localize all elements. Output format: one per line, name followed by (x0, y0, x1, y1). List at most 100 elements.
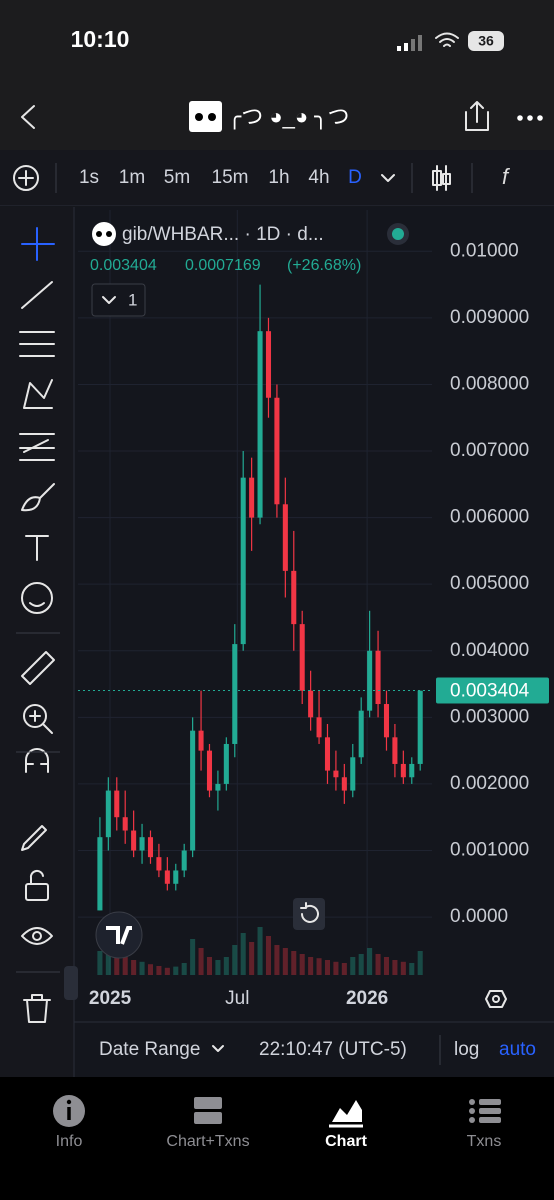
trendline-tool[interactable] (21, 281, 53, 309)
brush-tool[interactable] (21, 483, 55, 512)
zoom-tool[interactable] (23, 704, 47, 728)
status-time: 10:10 (71, 26, 130, 52)
y-tick-label: 0.009000 (450, 307, 529, 328)
tab-label[interactable]: Txns (467, 1133, 502, 1150)
volume-bar (206, 957, 213, 975)
visibility-tool[interactable] (21, 927, 53, 945)
chart-bg (0, 207, 554, 1077)
volume-bar (409, 963, 415, 975)
candle-body (105, 790, 111, 838)
timeframe-dropdown[interactable] (381, 174, 395, 182)
volume-bar (190, 939, 196, 975)
tab-label[interactable]: Info (56, 1133, 83, 1150)
candle-body (367, 650, 373, 711)
y-tick-label: 0.003000 (450, 706, 529, 727)
log-toggle[interactable]: log (454, 1039, 479, 1060)
chart-txns-tab-icon (194, 1097, 222, 1109)
candle-body (299, 624, 305, 691)
volume-bar (97, 951, 103, 975)
volume-bar (257, 927, 263, 975)
candle-body (232, 644, 238, 744)
chart-tab-icon (332, 1100, 362, 1122)
tab-label[interactable]: Chart+Txns (166, 1133, 249, 1150)
timeframe-button[interactable]: 1h (268, 167, 289, 188)
reset-chart-button (300, 902, 319, 923)
legend-price: 0.003404 (90, 257, 157, 274)
indicators-button[interactable]: f (502, 164, 511, 189)
timeframe-button[interactable]: 15m (212, 167, 249, 188)
candle-body (114, 790, 120, 818)
ruler-tool[interactable] (21, 651, 55, 685)
symbol-title: gib/WHBAR... · 1D · d... (122, 224, 324, 245)
add-symbol-button[interactable] (13, 165, 39, 191)
volume-bar (392, 960, 398, 975)
volume-bar (341, 963, 347, 975)
candle-body (417, 690, 423, 764)
candle-body (131, 830, 137, 851)
reset-chart-button[interactable] (293, 898, 325, 930)
volume-bar (282, 948, 288, 975)
candle-body (249, 477, 255, 518)
auto-toggle[interactable]: auto (499, 1039, 536, 1060)
candle-body (333, 770, 339, 778)
timeframe-button[interactable]: D (348, 167, 362, 188)
tradingview-logo (106, 926, 132, 945)
share-button[interactable] (465, 101, 489, 131)
candle-body (122, 817, 128, 831)
candle-body (324, 737, 331, 771)
toolbar-collapse[interactable] (64, 966, 78, 1000)
volume-bar (333, 961, 339, 975)
timezone[interactable]: 22:10:47 (UTC-5) (259, 1039, 407, 1060)
pattern-tool[interactable] (23, 379, 53, 409)
candle-body (274, 397, 280, 505)
y-tick-label: 0.006000 (450, 507, 529, 528)
drawing-tools (19, 227, 55, 1023)
crosshair-tool[interactable] (21, 227, 55, 261)
candle-body (147, 837, 154, 858)
top-bar-bg (0, 0, 554, 150)
candle-body (308, 690, 314, 718)
candle-body (375, 650, 381, 705)
timeframe-button[interactable]: 1m (119, 167, 145, 188)
x-tick-label: 2026 (346, 988, 388, 1009)
volume-bar (139, 961, 145, 975)
timeframe-button[interactable]: 5m (164, 167, 190, 188)
volume-bar (324, 960, 331, 975)
candle-body (206, 750, 213, 791)
legend-change-pct: (+26.68%) (287, 257, 361, 274)
lock-tool[interactable] (25, 883, 49, 901)
indicators-toggle (102, 296, 116, 304)
forecast-tool[interactable] (19, 433, 55, 461)
indicators-toggle[interactable] (91, 283, 146, 317)
timeframe-button[interactable]: 1s (79, 167, 99, 188)
volume-bar (350, 957, 356, 975)
settings-button[interactable] (485, 990, 507, 1008)
volume-bar (308, 957, 314, 975)
x-tick-label: 2025 (89, 988, 132, 1009)
date-range-button[interactable]: Date Range (99, 1039, 200, 1060)
tab-label[interactable]: Chart (325, 1133, 367, 1150)
chart-txns-tab-icon (194, 1112, 222, 1124)
back-button[interactable] (21, 105, 35, 129)
last-price-label: 0.003404 (450, 680, 530, 701)
volume-bar (358, 954, 364, 975)
timeframe-button[interactable]: 4h (308, 167, 329, 188)
candle-body (282, 504, 288, 571)
emoji-tool[interactable] (21, 582, 53, 614)
y-tick-label: 0.004000 (450, 640, 529, 661)
fib-tool[interactable] (19, 331, 55, 357)
lock-drawings-tool[interactable] (21, 825, 47, 851)
volume-bar (131, 960, 137, 975)
txns-tab-icon (469, 1099, 501, 1123)
magnet-tool[interactable] (25, 748, 49, 773)
legend-change: 0.0007169 (185, 257, 261, 274)
candle-body (350, 757, 356, 791)
delete-tool[interactable] (23, 994, 51, 1023)
volume-bar (274, 945, 280, 975)
last-price-tag (436, 677, 549, 704)
volume-bar (147, 964, 154, 975)
candle-body (291, 570, 297, 625)
more-button[interactable] (517, 115, 543, 121)
text-tool[interactable] (25, 535, 49, 561)
